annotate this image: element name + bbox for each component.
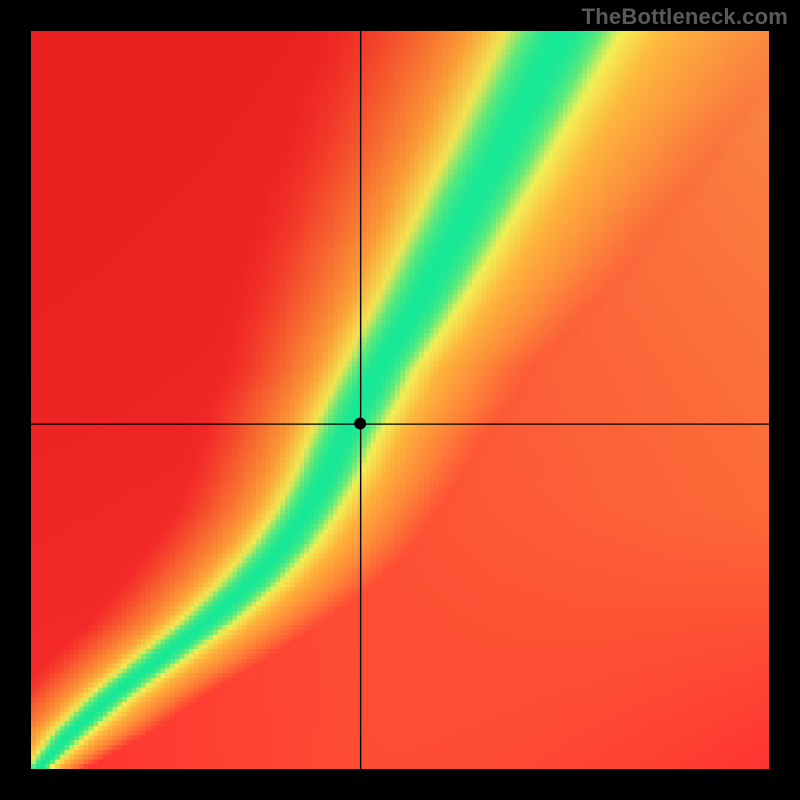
crosshair-overlay (0, 0, 800, 800)
watermark-label: TheBottleneck.com (582, 4, 788, 30)
chart-container: TheBottleneck.com (0, 0, 800, 800)
